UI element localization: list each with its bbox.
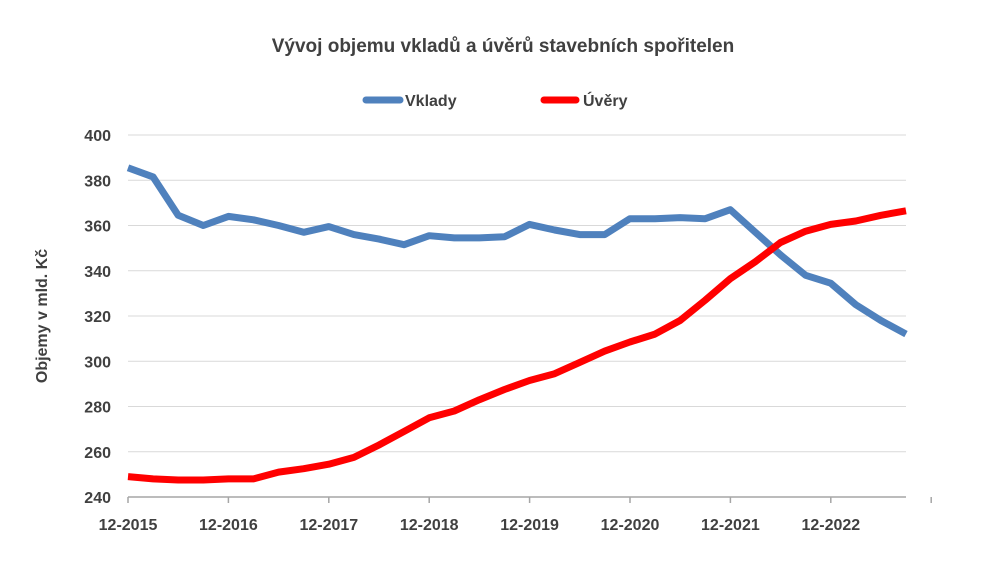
y-axis-label: Objemy v mld. Kč [34, 249, 51, 383]
y-tick-label: 240 [84, 490, 111, 507]
gridlines [128, 134, 906, 498]
y-tick-label: 400 [84, 128, 111, 145]
y-tick-label: 280 [84, 400, 111, 417]
legend-label-vklady: Vklady [405, 93, 457, 110]
y-tick-label: 380 [84, 173, 111, 190]
x-tick-label: 12-2018 [400, 517, 459, 534]
y-tick-label: 360 [84, 219, 111, 236]
y-tick-label: 300 [84, 354, 111, 371]
x-tick-label: 12-2021 [701, 517, 760, 534]
x-tick-label: 12-2022 [801, 517, 860, 534]
chart-title: Vývoj objemu vkladů a úvěrů stavebních s… [272, 36, 734, 57]
x-tick-label: 12-2015 [99, 517, 158, 534]
legend: Vklady Úvěry [362, 91, 628, 110]
y-tick-label: 260 [84, 445, 111, 462]
x-tick-label: 12-2020 [601, 517, 660, 534]
series-line-uvery [127, 207, 907, 484]
x-axis-ticks: 12-2015 12-2016 12-2017 12-2018 12-2019 12-20… [99, 497, 932, 534]
y-tick-label: 320 [84, 309, 111, 326]
series-line-vklady [126, 164, 908, 338]
y-tick-label: 340 [84, 264, 111, 281]
series-lines [126, 164, 908, 484]
y-axis-ticks: 240 260 280 300 320 340 360 380 400 [84, 128, 111, 507]
x-tick-label: 12-2019 [500, 517, 559, 534]
legend-label-uvery: Úvěry [583, 91, 628, 110]
x-tick-label: 12-2017 [299, 517, 358, 534]
x-tick-label: 12-2016 [199, 517, 258, 534]
